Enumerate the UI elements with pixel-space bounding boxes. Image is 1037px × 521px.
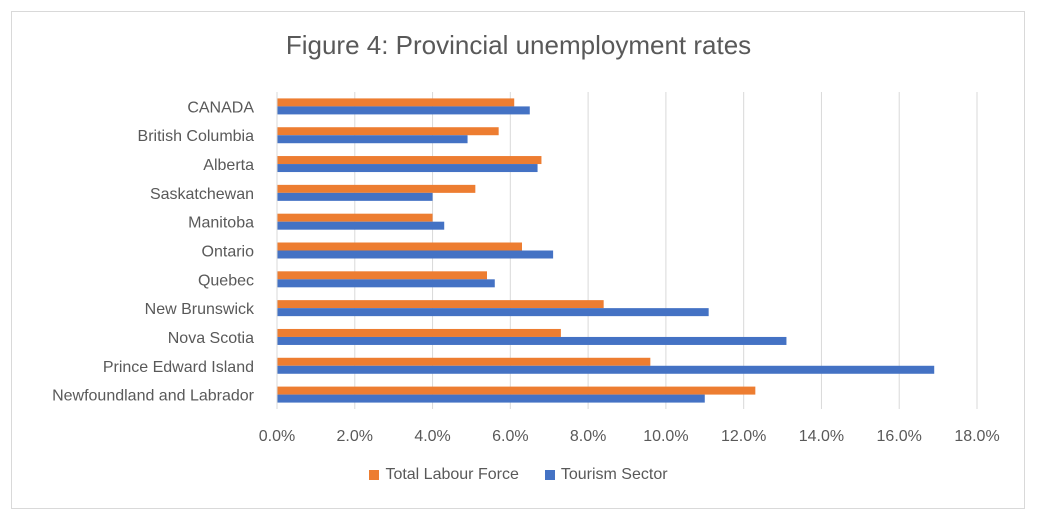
bar-total-labour-force <box>277 98 515 107</box>
bar-tourism-sector <box>277 279 495 288</box>
bar-tourism-sector <box>277 308 709 317</box>
bar-tourism-sector <box>277 250 554 259</box>
x-tick-label: 2.0% <box>337 428 373 445</box>
category-label: Quebec <box>198 272 254 289</box>
bar-total-labour-force <box>277 357 651 366</box>
bar-tourism-sector <box>277 135 468 144</box>
chart-frame <box>11 11 1025 509</box>
x-tick-label: 18.0% <box>954 428 999 445</box>
category-label: Manitoba <box>188 215 254 232</box>
x-tick-label: 0.0% <box>259 428 295 445</box>
bar-total-labour-force <box>277 328 561 337</box>
bar-total-labour-force <box>277 184 476 193</box>
bar-tourism-sector <box>277 336 787 345</box>
x-tick-label: 6.0% <box>492 428 528 445</box>
bar-total-labour-force <box>277 386 756 395</box>
category-label: Saskatchewan <box>150 186 254 203</box>
bar-tourism-sector <box>277 192 433 201</box>
legend-item-tourism-sector: Tourism Sector <box>544 466 668 484</box>
bar-total-labour-force <box>277 271 487 280</box>
category-label: Prince Edward Island <box>103 359 254 376</box>
category-label: Ontario <box>202 244 255 261</box>
bar-total-labour-force <box>277 213 433 222</box>
legend: Total Labour Force Tourism Sector <box>0 466 1037 484</box>
category-label: Newfoundland and Labrador <box>52 388 255 405</box>
legend-label-total-labour-force: Total Labour Force <box>385 466 519 483</box>
x-tick-label: 16.0% <box>877 428 922 445</box>
x-tick-label: 4.0% <box>414 428 450 445</box>
bar-total-labour-force <box>277 127 499 136</box>
category-label: Alberta <box>203 157 254 174</box>
legend-swatch-total-labour-force <box>369 470 380 480</box>
category-label: New Brunswick <box>145 301 255 318</box>
chart-title: Figure 4: Provincial unemployment rates <box>285 30 752 60</box>
bar-tourism-sector <box>277 221 445 230</box>
x-tick-label: 12.0% <box>721 428 766 445</box>
x-tick-label: 14.0% <box>799 428 844 445</box>
bar-tourism-sector <box>277 106 530 115</box>
legend-swatch-tourism-sector <box>544 470 555 480</box>
x-tick-label: 10.0% <box>643 428 688 445</box>
x-tick-label: 8.0% <box>570 428 606 445</box>
category-label: British Columbia <box>138 128 255 145</box>
category-label: Nova Scotia <box>168 330 254 347</box>
bar-total-labour-force <box>277 242 522 251</box>
bar-tourism-sector <box>277 394 705 403</box>
legend-label-tourism-sector: Tourism Sector <box>560 466 668 483</box>
bar-total-labour-force <box>277 156 542 165</box>
category-label: CANADA <box>187 99 254 116</box>
bar-total-labour-force <box>277 300 604 309</box>
legend-item-total-labour-force: Total Labour Force <box>369 466 519 484</box>
bar-tourism-sector <box>277 164 538 173</box>
bar-tourism-sector <box>277 365 935 374</box>
